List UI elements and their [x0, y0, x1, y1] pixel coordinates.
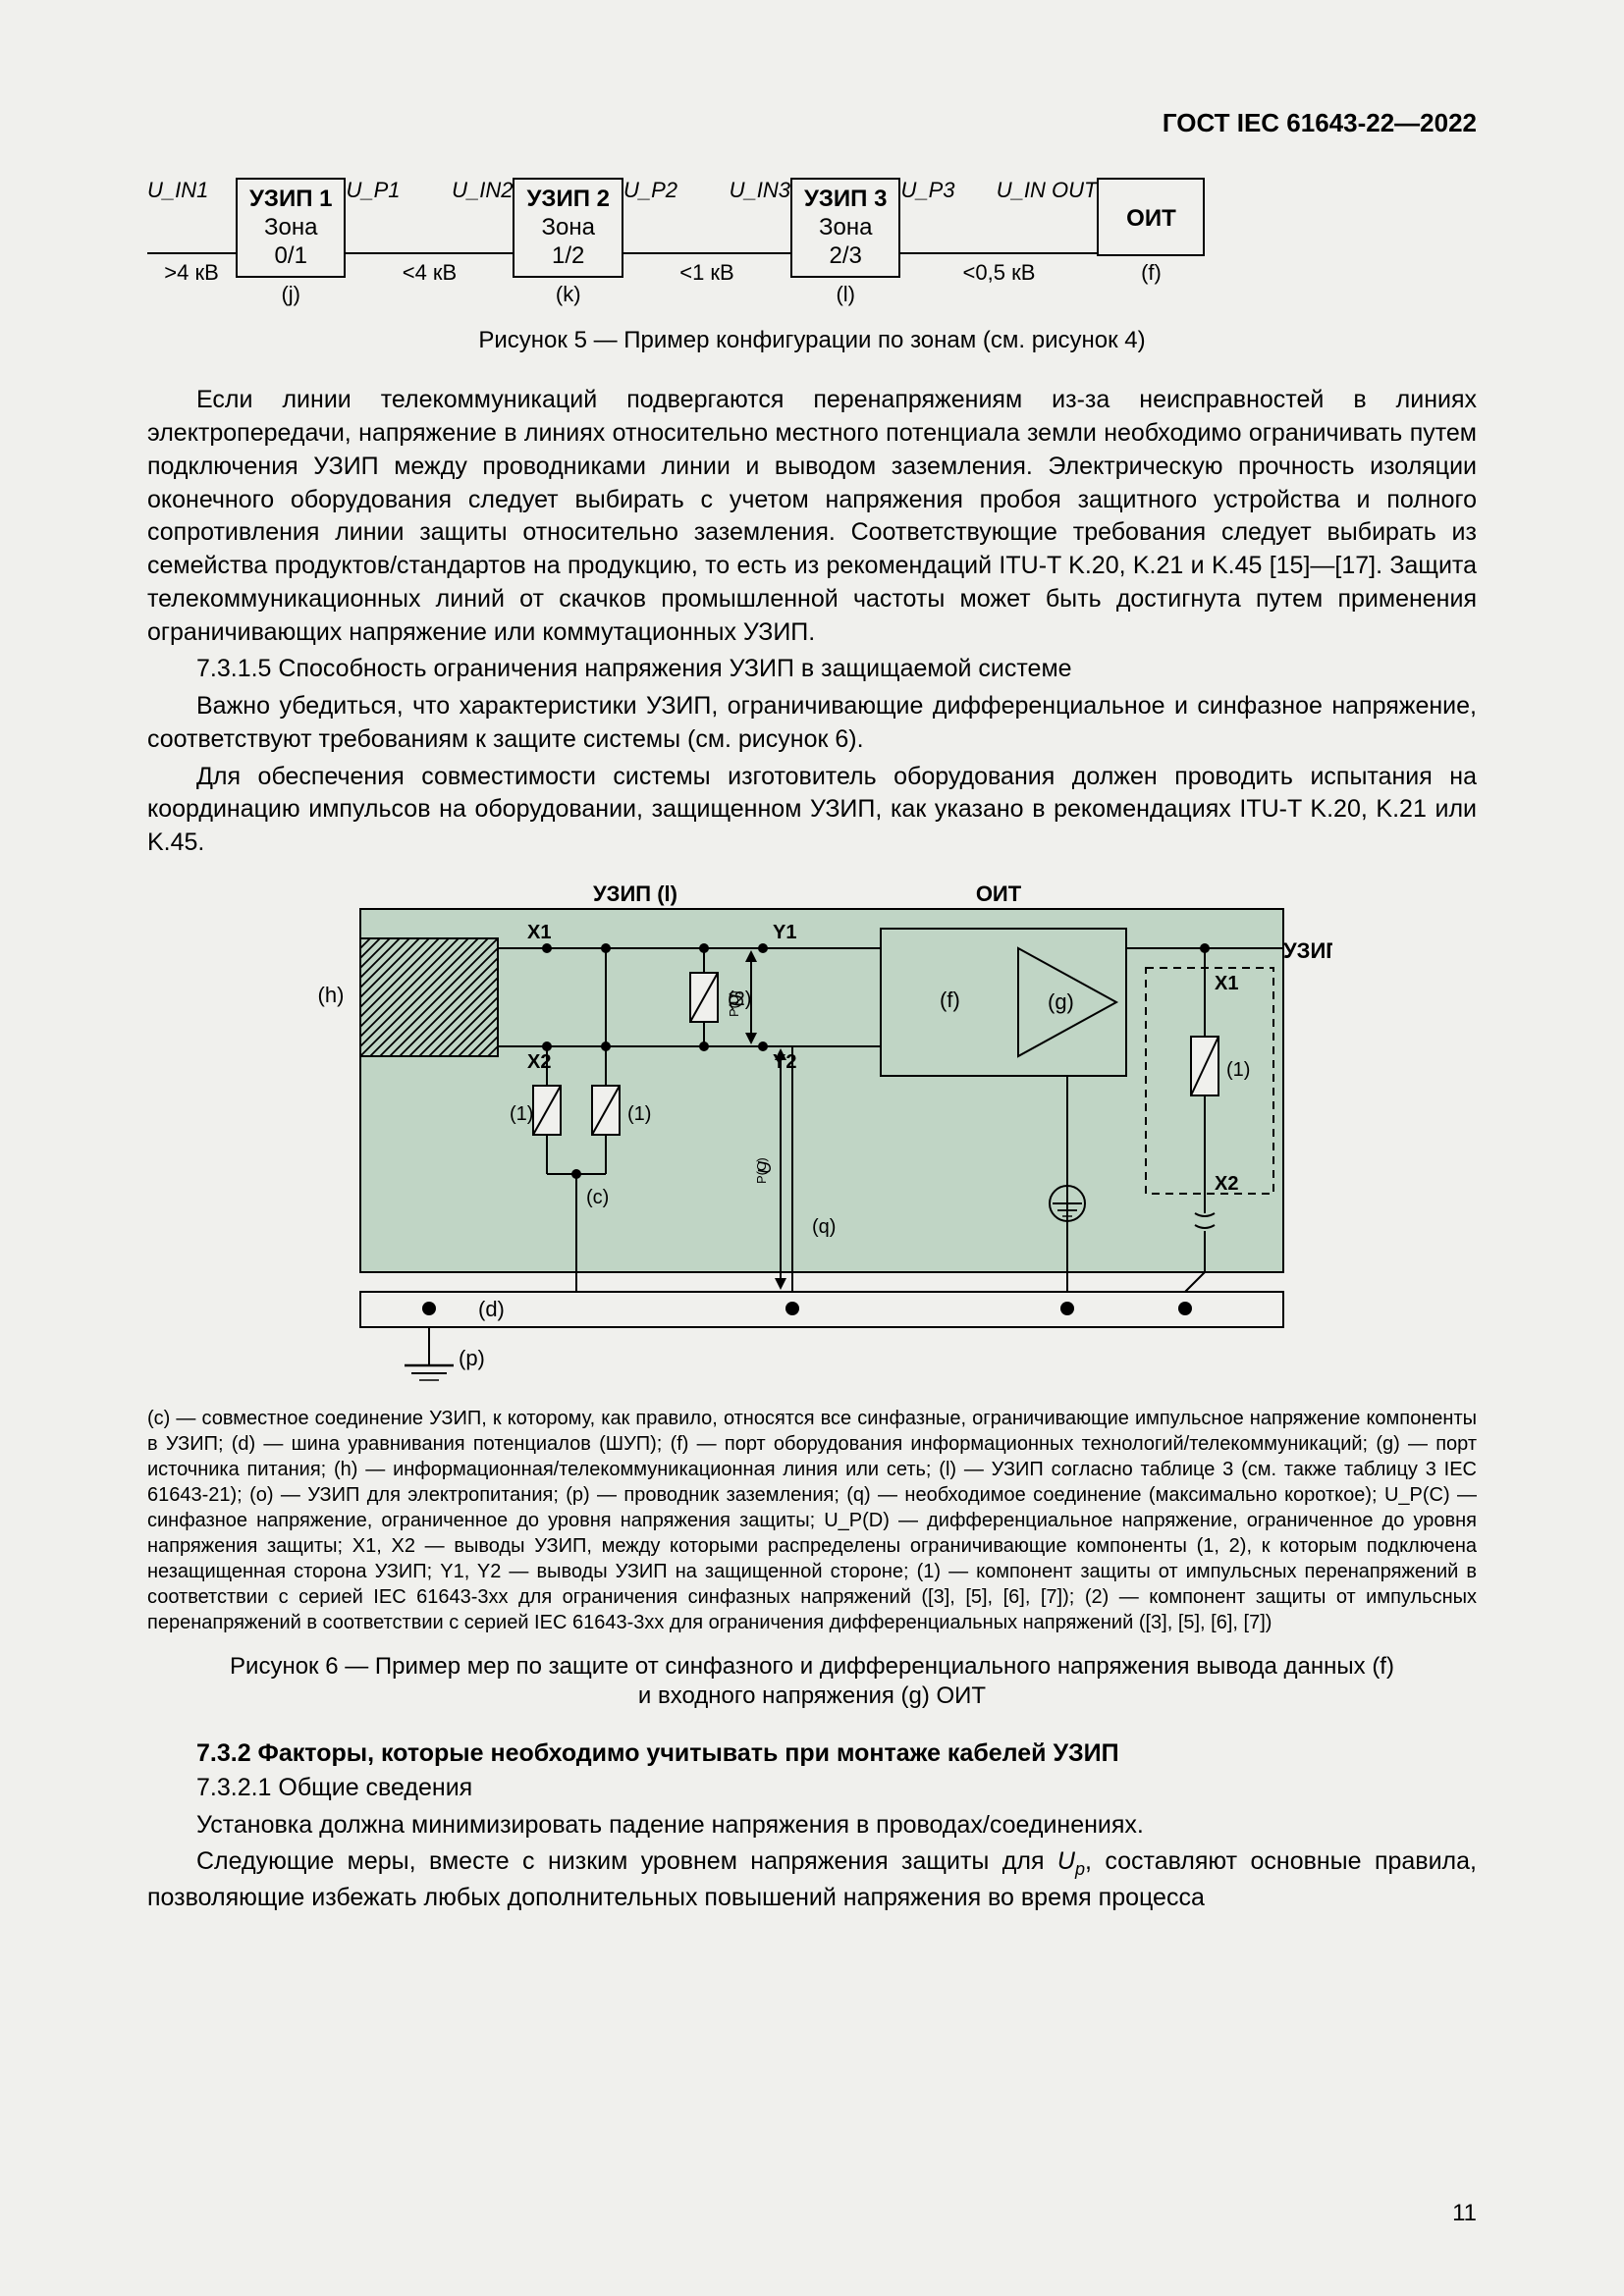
zone-box-2-title: УЗИП 3 [804, 186, 887, 214]
conn0-left: U_IN1 [147, 178, 208, 209]
body-text-2: 7.3.2.1 Общие сведения Установка должна … [147, 1772, 1477, 1915]
schematic-label-q: (q) [812, 1216, 836, 1238]
para-7321-1: Установка должна минимизировать падение … [147, 1809, 1477, 1842]
fig6-caption-1: Рисунок 6 — Пример мер по защите от синф… [147, 1653, 1477, 1681]
schematic-label-oit: ОИТ [976, 881, 1022, 906]
schematic-label-ox2: X2 [1215, 1173, 1238, 1195]
para-7321-2-Up-U: U [1057, 1847, 1075, 1875]
standard-header: ГОСТ IEC 61643-22—2022 [147, 108, 1477, 138]
page: ГОСТ IEC 61643-22—2022 U_IN1 >4 кВ УЗИП … [0, 0, 1624, 2296]
schematic-label-upc-sub: P(C) [754, 1157, 769, 1184]
zone-box-1-foot: (k) [556, 282, 581, 307]
zone-box-0-zone: Зона [249, 214, 332, 242]
fig6-legend: (c) — совместное соединение УЗИП, к кото… [147, 1406, 1477, 1635]
schematic-diagram: УЗИП (l) ОИТ УЗИП (о) (h) (d) (p) [292, 880, 1332, 1390]
zone-diagram: U_IN1 >4 кВ УЗИП 1 Зона 0/1 (j) U_P1 U_I… [147, 178, 1477, 307]
para-7321-head: 7.3.2.1 Общие сведения [147, 1772, 1477, 1805]
conn2-kv: <1 кВ [679, 260, 734, 286]
zone-box-2-foot: (l) [836, 282, 855, 307]
zone-box-3-foot: (f) [1141, 260, 1162, 286]
schematic-label-ox1: X1 [1215, 973, 1238, 994]
zone-box-3: ОИТ [1097, 178, 1205, 256]
fig5-caption: Рисунок 5 — Пример конфигурации по зонам… [147, 327, 1477, 354]
conn0-kv: >4 кВ [164, 260, 219, 286]
zone-box-2-num: 2/3 [804, 242, 887, 271]
zone-conn-1: U_P1 U_IN2 <4 кВ [346, 178, 513, 286]
conn3-right: U_IN OUT [997, 178, 1098, 209]
schematic-label-y1: Y1 [773, 922, 796, 943]
zone-box-1-title: УЗИП 2 [526, 186, 609, 214]
para-7321-2a: Следующие меры, вместе с низким уровнем … [196, 1847, 1057, 1875]
schematic-label-upd-sub: P(D) [727, 990, 741, 1017]
schematic-label-p: (p) [459, 1346, 485, 1370]
para-7321-2: Следующие меры, вместе с низким уровнем … [147, 1845, 1477, 1914]
schematic-label-h: (h) [318, 983, 345, 1007]
conn1-right: U_IN2 [452, 178, 513, 209]
zone-box-1-zone: Зона [526, 214, 609, 242]
zone-box-2-zone: Зона [804, 214, 887, 242]
conn2-right: U_IN3 [730, 178, 790, 209]
para-7315-head: 7.3.1.5 Способность ограничения напряжен… [147, 653, 1477, 686]
body-text: Если линии телекоммуникаций подвергаются… [147, 384, 1477, 860]
zone-box-2: УЗИП 3 Зона 2/3 [790, 178, 900, 278]
zone-box-0-title: УЗИП 1 [249, 186, 332, 214]
zone-box-1-wrap: УЗИП 2 Зона 1/2 (k) [513, 178, 623, 307]
schematic-label-1a: (1) [510, 1103, 533, 1125]
zone-box-2-wrap: УЗИП 3 Зона 2/3 (l) [790, 178, 900, 307]
zone-box-1: УЗИП 2 Зона 1/2 [513, 178, 623, 278]
schematic-label-c: (c) [586, 1187, 609, 1208]
conn1-kv: <4 кВ [403, 260, 458, 286]
zone-box-0-foot: (j) [281, 282, 300, 307]
para-7321-2-Up-p: p [1075, 1859, 1085, 1879]
conn3-left: U_P3 [900, 178, 954, 209]
zone-conn-0: U_IN1 >4 кВ [147, 178, 236, 286]
schematic-label-uzip-o: УЗИП (о) [1283, 938, 1332, 963]
section-732-head: 7.3.2 Факторы, которые необходимо учитыв… [147, 1739, 1477, 1768]
conn2-left: U_P2 [623, 178, 677, 209]
zone-box-0-num: 0/1 [249, 242, 332, 271]
fig6-caption-2: и входного напряжения (g) ОИТ [147, 1682, 1477, 1710]
zone-box-3-wrap: ОИТ (f) [1097, 178, 1205, 286]
zone-conn-2: U_P2 U_IN3 <1 кВ [623, 178, 790, 286]
zone-box-0-wrap: УЗИП 1 Зона 0/1 (j) [236, 178, 346, 307]
page-number: 11 [1452, 2200, 1477, 2227]
zone-box-1-num: 1/2 [526, 242, 609, 271]
zone-conn-3: U_P3 U_IN OUT <0,5 кВ [900, 178, 1097, 286]
para-4: Для обеспечения совместимости системы из… [147, 761, 1477, 860]
para-3: Важно убедиться, что характеристики УЗИП… [147, 690, 1477, 757]
schematic-label-1c: (1) [1226, 1059, 1250, 1081]
zone-box-0: УЗИП 1 Зона 0/1 [236, 178, 346, 278]
schematic-label-d: (d) [478, 1297, 505, 1321]
schematic-label-1b: (1) [627, 1103, 651, 1125]
schematic-label-g: (g) [1048, 989, 1074, 1014]
para-1: Если линии телекоммуникаций подвергаются… [147, 384, 1477, 649]
schematic-label-x1: X1 [527, 922, 551, 943]
conn3-kv: <0,5 кВ [963, 260, 1036, 286]
conn1-left: U_P1 [346, 178, 400, 209]
schematic-label-uzip-l: УЗИП (l) [593, 881, 677, 906]
schematic-label-f: (f) [940, 988, 960, 1012]
zone-box-3-title: ОИТ [1110, 205, 1191, 234]
